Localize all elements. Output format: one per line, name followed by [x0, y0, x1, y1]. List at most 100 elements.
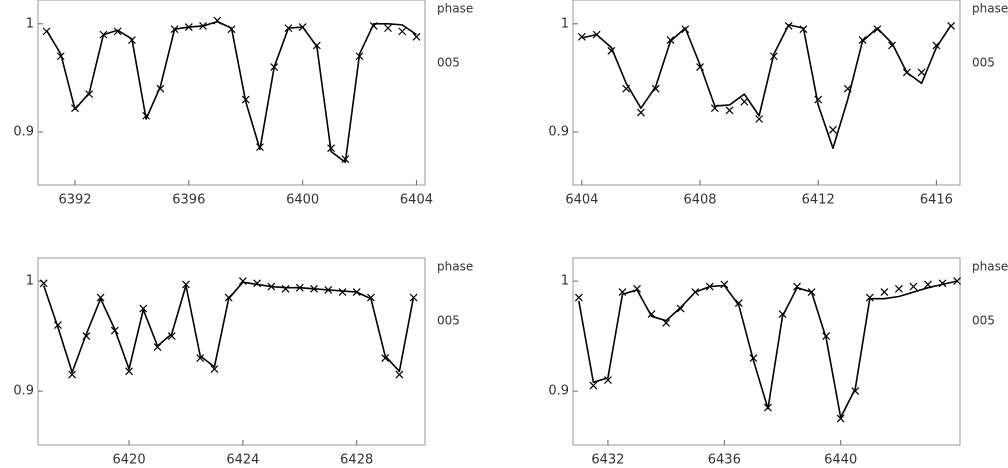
- data-point: [241, 95, 250, 104]
- x-tick-label: 6440: [824, 453, 857, 468]
- data-point: [843, 84, 852, 93]
- data-point: [755, 115, 764, 123]
- x-tick-label: 6432: [591, 453, 624, 468]
- plot-frame: [37, 257, 426, 446]
- data-point: [71, 104, 79, 113]
- annotation: phase: [437, 2, 473, 16]
- data-point: [284, 24, 293, 33]
- data-point: [764, 403, 772, 412]
- data-point: [270, 63, 279, 72]
- data-point: [681, 25, 690, 34]
- data-point: [793, 282, 801, 291]
- data-point: [352, 288, 361, 297]
- data-point: [637, 108, 645, 117]
- data-point: [769, 52, 778, 61]
- data-line: [42, 281, 415, 374]
- data-point: [398, 27, 407, 36]
- data-point: [199, 22, 207, 30]
- data-point: [734, 299, 743, 308]
- x-tick-label: 6404: [565, 193, 598, 208]
- data-point: [298, 23, 307, 31]
- data-point: [873, 25, 882, 34]
- data-point: [725, 106, 734, 115]
- data-point: [127, 36, 136, 44]
- x-tick-label: 6404: [400, 193, 433, 208]
- data-point: [56, 52, 65, 61]
- panel: 0.9 1 6432 6436 6440 phase 005: [548, 257, 1008, 468]
- data-point: [409, 293, 418, 302]
- x-tick-label: 6436: [708, 453, 741, 468]
- data-point: [666, 36, 675, 44]
- plot-frame: [37, 0, 426, 186]
- data-point: [213, 16, 222, 25]
- data-point: [253, 279, 262, 288]
- data-point: [749, 354, 758, 363]
- data-point: [894, 284, 903, 293]
- data-point: [42, 27, 51, 36]
- annotation: phase: [972, 260, 1008, 274]
- x-tick-label: 6424: [226, 453, 259, 468]
- data-point: [676, 304, 685, 313]
- data-point: [577, 32, 586, 41]
- data-point: [53, 321, 62, 330]
- data-point: [662, 318, 671, 327]
- data-point: [224, 293, 233, 302]
- data-point: [814, 95, 823, 104]
- data-point: [710, 104, 719, 113]
- data-point: [295, 283, 304, 292]
- data-point: [647, 310, 656, 319]
- data-line: [581, 24, 952, 150]
- data-point: [367, 293, 375, 302]
- data-point: [592, 30, 601, 39]
- plot-frame: [572, 257, 961, 446]
- data-point: [807, 288, 816, 297]
- data-point: [932, 41, 941, 50]
- data-point: [139, 304, 148, 313]
- data-line: [578, 280, 958, 419]
- y-tick-label: 1: [561, 16, 569, 31]
- x-tick-label: 6416: [920, 193, 953, 208]
- data-point: [381, 354, 390, 363]
- x-tick-label: 6412: [802, 193, 835, 208]
- data-point: [696, 63, 704, 72]
- data-point: [902, 68, 911, 77]
- data-point: [607, 46, 616, 55]
- data-point: [784, 22, 793, 30]
- data-point: [395, 370, 404, 379]
- data-point: [938, 279, 947, 288]
- annotation: phase: [437, 260, 473, 274]
- data-point: [924, 280, 932, 289]
- data-point: [196, 354, 205, 363]
- panel: 0.9 1 6392 6396 6400 6404 phase 005: [13, 0, 473, 208]
- y-tick-label: 1: [26, 16, 34, 31]
- data-point: [312, 41, 321, 50]
- data-point: [574, 293, 583, 302]
- data-point: [880, 288, 889, 297]
- data-point: [384, 24, 392, 33]
- data-point: [836, 414, 845, 423]
- data-point: [142, 111, 151, 120]
- data-point: [633, 284, 641, 293]
- data-point: [622, 84, 631, 93]
- data-point: [589, 381, 598, 390]
- data-point: [125, 367, 133, 376]
- data-point: [256, 143, 264, 152]
- data-point: [947, 22, 956, 30]
- y-tick-label: 0.9: [548, 124, 569, 139]
- y-tick-label: 0.9: [548, 384, 569, 399]
- x-tick-label: 6420: [113, 453, 146, 468]
- data-point: [822, 332, 831, 341]
- data-point: [167, 332, 176, 341]
- data-point: [953, 277, 962, 286]
- data-point: [603, 376, 612, 385]
- data-point: [691, 288, 700, 297]
- y-tick-label: 0.9: [13, 124, 34, 139]
- data-point: [858, 36, 867, 44]
- x-tick-label: 6396: [172, 193, 205, 208]
- data-point: [210, 365, 219, 374]
- data-point: [865, 293, 874, 302]
- data-point: [369, 22, 378, 30]
- data-point: [829, 125, 837, 134]
- y-tick-label: 0.9: [13, 384, 34, 399]
